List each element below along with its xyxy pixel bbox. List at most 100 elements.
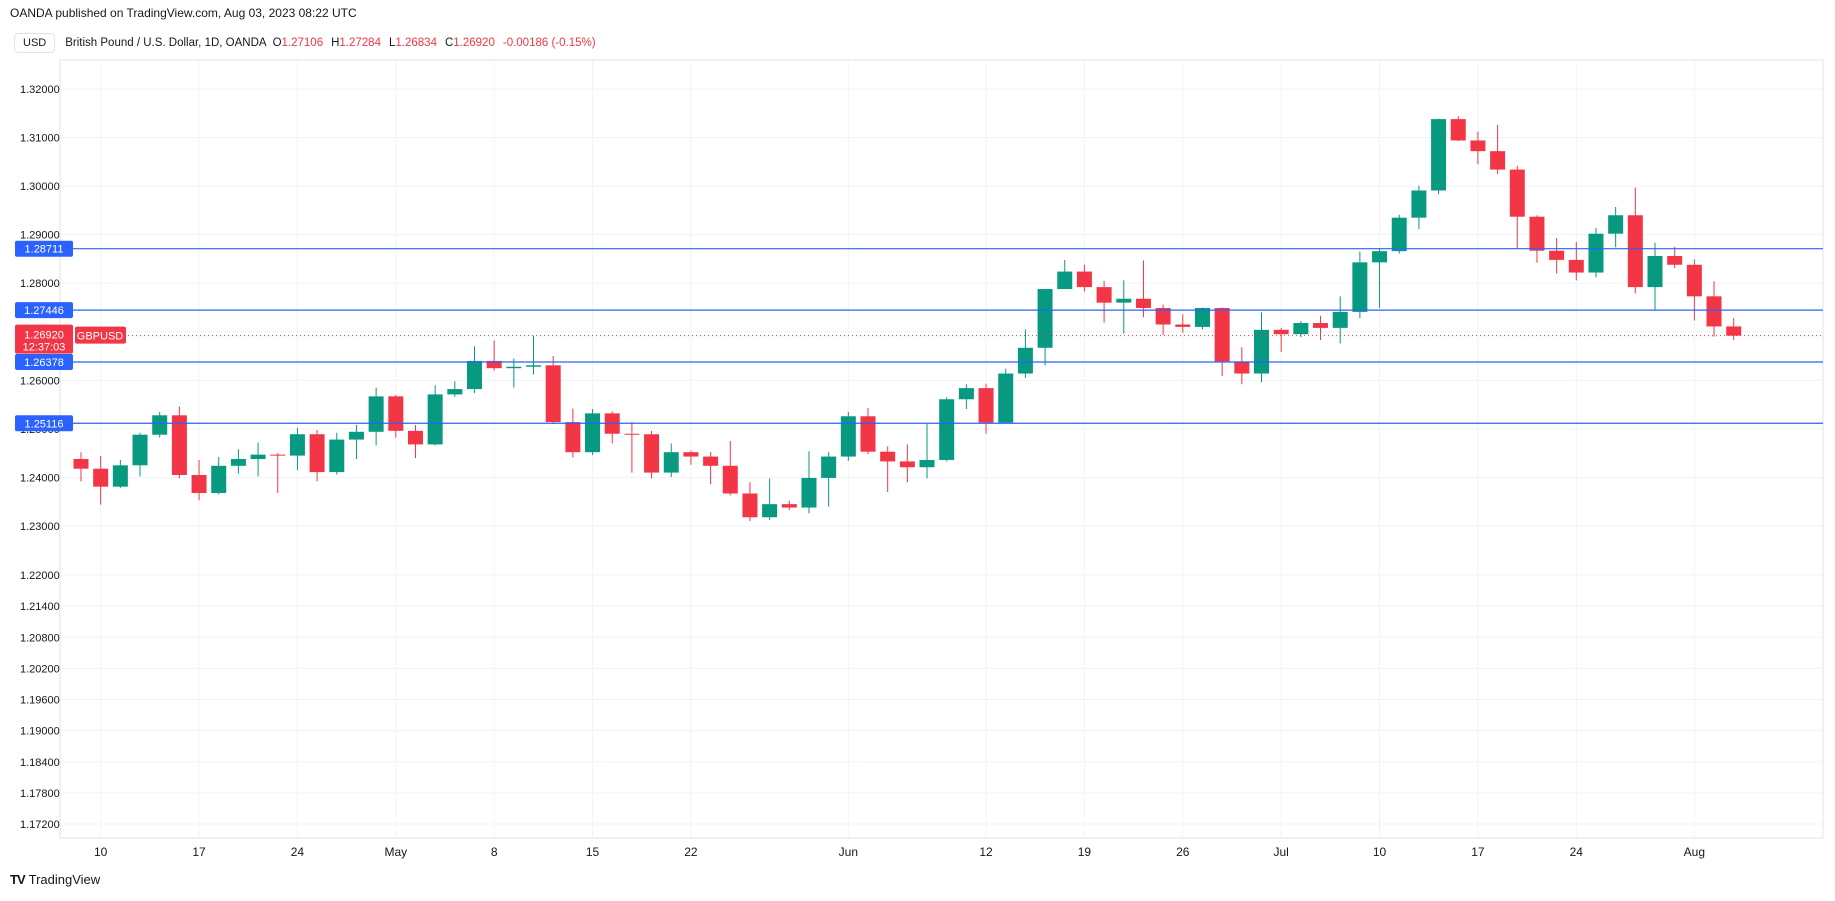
- candle-body: [1135, 298, 1151, 308]
- candle-body: [703, 456, 719, 466]
- candle-body: [801, 477, 817, 508]
- x-tick-label: Jul: [1274, 845, 1289, 859]
- candle-body: [663, 452, 679, 473]
- x-tick-label: 17: [192, 845, 206, 859]
- candle-body: [821, 456, 837, 478]
- currency-button[interactable]: USD: [14, 33, 56, 53]
- level-price-label: 1.28711: [25, 244, 64, 256]
- candle-body: [1431, 119, 1447, 191]
- change-value: -0.00186 (-0.15%): [502, 37, 596, 49]
- candle-body: [1293, 323, 1309, 335]
- candle-body: [860, 416, 876, 452]
- close-value: C1.26920: [444, 37, 495, 49]
- level-price-tag: [15, 415, 73, 432]
- candle-body: [211, 465, 227, 493]
- low-value: L1.26834: [388, 37, 437, 49]
- candle-body: [1332, 311, 1348, 328]
- candle-body: [270, 454, 286, 456]
- candle-body: [93, 468, 109, 487]
- candle-body: [1608, 215, 1624, 234]
- candle-body: [1234, 361, 1250, 374]
- candle-body: [1549, 250, 1565, 260]
- candle-body: [1667, 256, 1683, 265]
- ohlc-values: O1.27106 H1.27284 L1.26834 C1.26920: [273, 37, 495, 49]
- candle-body: [1155, 307, 1171, 325]
- candle-body: [1391, 217, 1407, 252]
- open-value: O1.27106: [272, 37, 324, 49]
- y-tick-label: 1.32000: [20, 84, 60, 96]
- x-tick-label: Aug: [1684, 845, 1705, 859]
- tradingview-brand[interactable]: TV TradingView: [10, 872, 100, 887]
- candle-body: [1194, 307, 1210, 327]
- candle-body: [899, 461, 915, 468]
- x-tick-label: May: [384, 845, 407, 859]
- candle-body: [1313, 323, 1329, 328]
- candle-body: [250, 454, 266, 459]
- candle-body: [545, 365, 561, 423]
- candle-body: [998, 373, 1014, 423]
- candle-body: [683, 452, 699, 457]
- candle-body: [1037, 289, 1053, 348]
- y-tick-label: 1.21400: [20, 601, 60, 613]
- candle-body: [506, 366, 522, 369]
- candle-body: [329, 439, 345, 473]
- symbol-tag-label: GBPUSD: [77, 331, 124, 343]
- level-price-label: 1.25116: [25, 418, 64, 430]
- candle-body: [880, 451, 896, 462]
- candle-body: [467, 360, 482, 390]
- candle-body: [73, 458, 89, 469]
- candle-body: [526, 365, 542, 367]
- candle-body: [1076, 271, 1092, 288]
- published-info: OANDA published on TradingView.com, Aug …: [10, 6, 357, 20]
- candle-body: [1096, 287, 1112, 303]
- candle-body: [1490, 151, 1506, 170]
- y-tick-label: 1.31000: [20, 133, 60, 145]
- y-tick-label: 1.17800: [20, 788, 60, 800]
- candle-body: [1647, 256, 1663, 288]
- y-tick-label: 1.19000: [20, 726, 60, 738]
- candle-body: [1568, 259, 1584, 273]
- y-tick-label: 1.18400: [20, 757, 60, 769]
- last-price-tag: [15, 324, 73, 354]
- candle-body: [1175, 324, 1191, 327]
- candle-body: [1529, 216, 1545, 251]
- candle-body: [348, 431, 364, 440]
- level-price-tag: [15, 302, 73, 319]
- y-tick-label: 1.19600: [20, 695, 60, 707]
- y-tick-label: 1.29000: [20, 230, 60, 242]
- candle-body: [722, 465, 738, 494]
- x-tick-label: 24: [1570, 845, 1584, 859]
- countdown-label: 12:37:03: [23, 342, 66, 354]
- candle-body: [742, 493, 758, 518]
- candle-body: [152, 415, 168, 435]
- candle-body: [1509, 169, 1525, 217]
- candle-body: [1057, 271, 1073, 290]
- y-tick-label: 1.20800: [20, 632, 60, 644]
- symbol-name[interactable]: British Pound / U.S. Dollar, 1D, OANDA: [65, 37, 267, 49]
- x-tick-label: 8: [491, 845, 498, 859]
- candle-body: [427, 394, 443, 445]
- tradingview-logo-icon: TV: [10, 872, 26, 887]
- brand-text: TradingView: [28, 872, 101, 887]
- candle-body: [781, 504, 797, 508]
- candle-body: [1588, 233, 1604, 273]
- y-tick-label: 1.26000: [20, 375, 60, 387]
- candle-body: [1411, 190, 1427, 218]
- candle-body: [1273, 329, 1289, 335]
- candle-body: [1706, 296, 1722, 327]
- candle-body: [1017, 347, 1033, 374]
- candle-body: [309, 434, 325, 473]
- candle-body: [1450, 119, 1466, 141]
- candle-body: [388, 396, 404, 431]
- y-tick-label: 1.28000: [20, 278, 60, 290]
- symbol-legend: USD British Pound / U.S. Dollar, 1D, OAN…: [14, 32, 596, 54]
- candle-body: [644, 434, 660, 473]
- candle-body: [624, 433, 640, 435]
- candle-body: [407, 430, 423, 445]
- x-tick-label: 17: [1471, 845, 1485, 859]
- candle-body: [585, 413, 601, 453]
- x-tick-label: 10: [94, 845, 108, 859]
- x-tick-label: 26: [1176, 845, 1190, 859]
- candle-body: [762, 504, 778, 518]
